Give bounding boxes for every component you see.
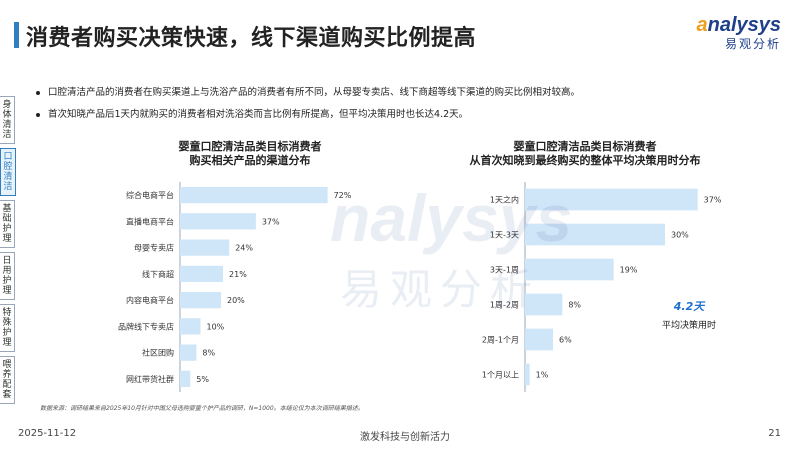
sidebar-tab[interactable]: 喂养配套 — [0, 356, 15, 404]
category-label: 社区团购 — [142, 348, 174, 358]
average-decision-callout: 4.2天 平均决策用时 — [662, 298, 716, 331]
bar — [525, 293, 563, 316]
average-label: 平均决策用时 — [662, 321, 717, 331]
value-label: 5% — [196, 375, 209, 384]
value-label: 6% — [559, 336, 572, 345]
category-label: 内容电商平台 — [126, 295, 174, 305]
bar — [180, 213, 256, 230]
value-label: 24% — [235, 244, 253, 253]
bar — [525, 363, 530, 386]
data-source-footnote: 数据来源：调研结果来自2025年10月针对中国父母选购婴童个护产品的调研，N=1… — [40, 405, 364, 412]
brand-logo: analysys 易观分析 — [696, 14, 781, 52]
value-label: 8% — [202, 349, 215, 358]
category-label: 母婴专卖店 — [134, 243, 174, 253]
left-chart-title: 婴童口腔清洁品类目标消费者 购买相关产品的渠道分布 — [178, 140, 322, 167]
category-label: 综合电商平台 — [126, 190, 174, 200]
bar — [180, 370, 191, 388]
value-label: 37% — [262, 217, 280, 226]
bar — [525, 258, 614, 281]
bar — [180, 344, 197, 361]
bullet-item: 口腔清洁产品的消费者在购买渠道上与洗浴产品的消费者有所不同，从母婴专卖店、线下商… — [36, 84, 580, 98]
footer-slogan: 激发科技与创新活力 — [360, 432, 450, 443]
bar — [180, 239, 230, 256]
value-label: 21% — [229, 270, 247, 279]
value-label: 10% — [207, 322, 225, 331]
bar — [180, 291, 221, 309]
bar — [180, 318, 201, 335]
page-number: 21 — [768, 428, 781, 439]
bullet-item: 首次知晓产品后1天内就购买的消费者相对洗浴类而言比例有所提高，但平均决策用时也长… — [36, 106, 580, 120]
value-label: 19% — [620, 266, 638, 275]
bullet-dot-icon — [36, 112, 40, 117]
value-label: 20% — [227, 296, 245, 305]
category-label: 1天-3天 — [490, 231, 519, 240]
category-label: 线下商超 — [142, 269, 174, 279]
bar — [180, 186, 328, 204]
logo-wordmark: analysys — [696, 14, 781, 36]
sidebar-tab[interactable]: 特殊护理 — [0, 304, 15, 352]
bullet-dot-icon — [36, 90, 40, 95]
category-label: 网红带货社群 — [126, 374, 174, 384]
logo-cn-text: 易观分析 — [724, 37, 781, 51]
category-label: 品牌线下专卖店 — [118, 321, 174, 331]
value-label: 72% — [334, 191, 352, 200]
value-label: 8% — [568, 301, 581, 310]
bar — [525, 223, 665, 246]
sidebar-tab[interactable]: 基础护理 — [0, 200, 15, 248]
right-bar-chart: 1天之内 37% 1天-3天 30% 3天-1周 19% 1周-2周 8% 2周-1个月 6% 1个… — [482, 182, 722, 392]
category-label: 2周-1个月 — [482, 336, 519, 345]
value-label: 37% — [704, 196, 722, 205]
category-label: 1天之内 — [490, 195, 519, 205]
bar — [525, 328, 553, 351]
category-label: 1周-2周 — [490, 301, 519, 310]
title-accent-bar — [14, 22, 19, 48]
left-bar-chart: 综合电商平台 72% 直播电商平台 37% 母婴专卖店 24% 线下商超 21% 内容电商平台 2… — [118, 182, 352, 392]
average-value: 4.2天 — [673, 300, 705, 313]
bar — [525, 188, 698, 211]
right-chart-title: 婴童口腔清洁品类目标消费者 从首次知晓到最终购买的整体平均决策用时分布 — [469, 140, 701, 167]
sidebar-tab[interactable]: 日用护理 — [0, 252, 15, 300]
page-title: 消费者购买决策快速，线下渠道购买比例提高 — [26, 26, 477, 51]
sidebar-nav: 身体清洁口腔清洁基础护理日用护理特殊护理喂养配套 — [0, 96, 16, 408]
sidebar-tab[interactable]: 口腔清洁 — [0, 148, 16, 196]
category-label: 直播电商平台 — [126, 216, 174, 226]
value-label: 30% — [671, 231, 689, 240]
sidebar-tab[interactable]: 身体清洁 — [0, 96, 15, 144]
category-label: 3天-1周 — [490, 266, 519, 275]
bar — [180, 265, 224, 283]
footer-date: 2025-11-12 — [18, 428, 77, 439]
bullet-list: 口腔清洁产品的消费者在购买渠道上与洗浴产品的消费者有所不同，从母婴专卖店、线下商… — [36, 84, 580, 128]
category-label: 1个月以上 — [482, 371, 519, 380]
value-label: 1% — [536, 371, 549, 380]
